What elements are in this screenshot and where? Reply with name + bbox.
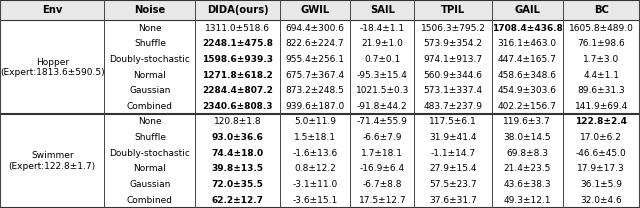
Text: 5.0±11.9: 5.0±11.9 bbox=[294, 118, 336, 126]
Text: 0.7±0.1: 0.7±0.1 bbox=[364, 55, 401, 64]
Text: 69.8±8.3: 69.8±8.3 bbox=[506, 149, 548, 158]
Text: 573.1±337.4: 573.1±337.4 bbox=[424, 86, 483, 95]
Text: 447.4±165.7: 447.4±165.7 bbox=[498, 55, 557, 64]
Text: 454.9±303.6: 454.9±303.6 bbox=[498, 86, 557, 95]
Text: 573.9±354.2: 573.9±354.2 bbox=[424, 39, 483, 48]
Text: Gaussian: Gaussian bbox=[129, 86, 171, 95]
Text: 120.8±1.8: 120.8±1.8 bbox=[214, 118, 261, 126]
Text: -95.3±15.4: -95.3±15.4 bbox=[357, 71, 408, 80]
Text: 17.9±17.3: 17.9±17.3 bbox=[577, 164, 625, 173]
Text: -6.6±7.9: -6.6±7.9 bbox=[363, 133, 402, 142]
Text: 74.4±18.0: 74.4±18.0 bbox=[211, 149, 264, 158]
Text: 2248.1±475.8: 2248.1±475.8 bbox=[202, 39, 273, 48]
Text: 117.5±6.1: 117.5±6.1 bbox=[429, 118, 477, 126]
Text: 21.4±23.5: 21.4±23.5 bbox=[504, 164, 551, 173]
Text: 17.5±12.7: 17.5±12.7 bbox=[358, 196, 406, 205]
Text: Doubly-stochastic: Doubly-stochastic bbox=[109, 149, 190, 158]
Text: 1271.8±618.2: 1271.8±618.2 bbox=[202, 71, 273, 80]
Text: 89.6±31.3: 89.6±31.3 bbox=[577, 86, 625, 95]
Text: 141.9±69.4: 141.9±69.4 bbox=[575, 102, 628, 111]
Text: 1.5±18.1: 1.5±18.1 bbox=[294, 133, 336, 142]
Text: Normal: Normal bbox=[134, 164, 166, 173]
Text: 939.6±187.0: 939.6±187.0 bbox=[285, 102, 344, 111]
Text: Hopper
(Expert:1813.6±590.5): Hopper (Expert:1813.6±590.5) bbox=[0, 58, 104, 77]
Text: BC: BC bbox=[594, 5, 609, 15]
Text: 72.0±35.5: 72.0±35.5 bbox=[212, 180, 264, 189]
Text: 119.6±3.7: 119.6±3.7 bbox=[503, 118, 551, 126]
Text: -91.8±44.2: -91.8±44.2 bbox=[357, 102, 408, 111]
Text: -6.7±8.8: -6.7±8.8 bbox=[363, 180, 402, 189]
Text: 39.8±13.5: 39.8±13.5 bbox=[211, 164, 264, 173]
Text: -71.4±55.9: -71.4±55.9 bbox=[357, 118, 408, 126]
Text: Doubly-stochastic: Doubly-stochastic bbox=[109, 55, 190, 64]
Text: 31.9±41.4: 31.9±41.4 bbox=[429, 133, 477, 142]
Text: -3.6±15.1: -3.6±15.1 bbox=[292, 196, 337, 205]
Text: 76.1±98.6: 76.1±98.6 bbox=[577, 39, 625, 48]
Bar bbox=[0, 0, 640, 20]
Text: 4.4±1.1: 4.4±1.1 bbox=[583, 71, 620, 80]
Text: 27.9±15.4: 27.9±15.4 bbox=[429, 164, 477, 173]
Text: Noise: Noise bbox=[134, 5, 166, 15]
Text: Gaussian: Gaussian bbox=[129, 180, 171, 189]
Text: 57.5±23.7: 57.5±23.7 bbox=[429, 180, 477, 189]
Text: 38.0±14.5: 38.0±14.5 bbox=[503, 133, 551, 142]
Text: 37.6±31.7: 37.6±31.7 bbox=[429, 196, 477, 205]
Text: 36.1±5.9: 36.1±5.9 bbox=[580, 180, 622, 189]
Text: 21.9±1.0: 21.9±1.0 bbox=[362, 39, 403, 48]
Text: 62.2±12.7: 62.2±12.7 bbox=[211, 196, 264, 205]
Text: 974.1±913.7: 974.1±913.7 bbox=[424, 55, 483, 64]
Text: Shuffle: Shuffle bbox=[134, 133, 166, 142]
Text: 483.7±237.9: 483.7±237.9 bbox=[424, 102, 483, 111]
Text: GAIL: GAIL bbox=[514, 5, 540, 15]
Text: Combined: Combined bbox=[127, 102, 173, 111]
Text: 458.6±348.6: 458.6±348.6 bbox=[498, 71, 557, 80]
Text: 675.7±367.4: 675.7±367.4 bbox=[285, 71, 344, 80]
Text: 0.8±12.2: 0.8±12.2 bbox=[294, 164, 336, 173]
Text: -16.9±6.4: -16.9±6.4 bbox=[360, 164, 405, 173]
Text: 822.6±224.7: 822.6±224.7 bbox=[285, 39, 344, 48]
Text: Swimmer
(Expert:122.8±1.7): Swimmer (Expert:122.8±1.7) bbox=[9, 151, 96, 171]
Text: Env: Env bbox=[42, 5, 62, 15]
Text: 1021.5±0.3: 1021.5±0.3 bbox=[356, 86, 409, 95]
Text: 1506.3±795.2: 1506.3±795.2 bbox=[420, 24, 486, 33]
Text: -46.6±45.0: -46.6±45.0 bbox=[576, 149, 627, 158]
Text: -3.1±11.0: -3.1±11.0 bbox=[292, 180, 337, 189]
Text: 93.0±36.6: 93.0±36.6 bbox=[212, 133, 264, 142]
Text: 1605.8±489.0: 1605.8±489.0 bbox=[569, 24, 634, 33]
Text: 2284.4±807.2: 2284.4±807.2 bbox=[202, 86, 273, 95]
Text: -18.4±1.1: -18.4±1.1 bbox=[360, 24, 405, 33]
Text: SAIL: SAIL bbox=[370, 5, 395, 15]
Text: 955.4±256.1: 955.4±256.1 bbox=[285, 55, 344, 64]
Text: 560.9±344.6: 560.9±344.6 bbox=[424, 71, 483, 80]
Text: 122.8±2.4: 122.8±2.4 bbox=[575, 118, 627, 126]
Text: Combined: Combined bbox=[127, 196, 173, 205]
Text: -1.1±14.7: -1.1±14.7 bbox=[431, 149, 476, 158]
Text: 1708.4±436.8: 1708.4±436.8 bbox=[492, 24, 563, 33]
Text: GWIL: GWIL bbox=[300, 5, 330, 15]
Text: 43.6±38.3: 43.6±38.3 bbox=[503, 180, 551, 189]
Text: 17.0±6.2: 17.0±6.2 bbox=[580, 133, 622, 142]
Text: 32.0±4.6: 32.0±4.6 bbox=[580, 196, 622, 205]
Text: -1.6±13.6: -1.6±13.6 bbox=[292, 149, 337, 158]
Text: 316.1±463.0: 316.1±463.0 bbox=[497, 39, 557, 48]
Text: 694.4±300.6: 694.4±300.6 bbox=[285, 24, 344, 33]
Text: None: None bbox=[138, 24, 162, 33]
Text: Shuffle: Shuffle bbox=[134, 39, 166, 48]
Text: 1311.0±518.6: 1311.0±518.6 bbox=[205, 24, 270, 33]
Text: 1.7±18.1: 1.7±18.1 bbox=[362, 149, 403, 158]
Text: 1598.6±939.3: 1598.6±939.3 bbox=[202, 55, 273, 64]
Text: Normal: Normal bbox=[134, 71, 166, 80]
Text: TPIL: TPIL bbox=[441, 5, 465, 15]
Text: 49.3±12.1: 49.3±12.1 bbox=[504, 196, 551, 205]
Text: DIDA(ours): DIDA(ours) bbox=[207, 5, 268, 15]
Text: None: None bbox=[138, 118, 162, 126]
Text: 2340.6±808.3: 2340.6±808.3 bbox=[202, 102, 273, 111]
Text: 402.2±156.7: 402.2±156.7 bbox=[498, 102, 557, 111]
Text: 873.2±248.5: 873.2±248.5 bbox=[285, 86, 344, 95]
Text: 1.7±3.0: 1.7±3.0 bbox=[583, 55, 620, 64]
